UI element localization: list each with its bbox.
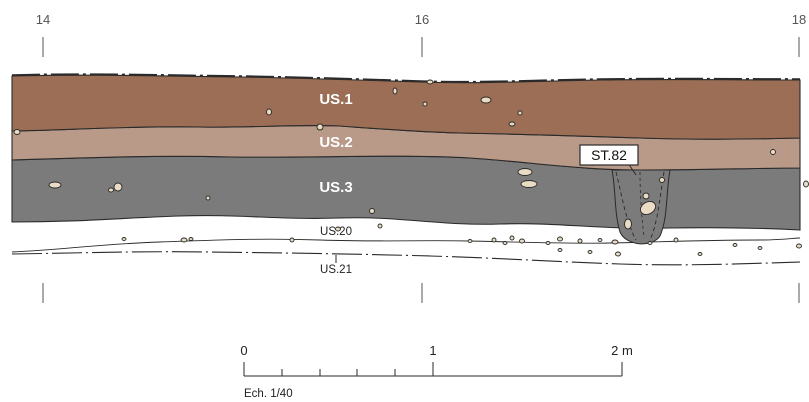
us21-interface-line xyxy=(11,251,801,266)
stone xyxy=(335,226,341,232)
stone xyxy=(491,237,497,243)
stone xyxy=(502,241,508,245)
stone xyxy=(642,192,650,200)
stone xyxy=(188,237,194,241)
st82-pit-hatch-left xyxy=(615,171,637,241)
stone xyxy=(467,239,473,243)
stone xyxy=(577,238,583,244)
stone xyxy=(48,181,62,189)
stone xyxy=(517,110,523,116)
layer-label-us20: US.20 xyxy=(320,226,352,238)
stone xyxy=(732,243,738,247)
stone xyxy=(611,239,619,245)
us20-interface-line xyxy=(11,237,801,253)
grid-label-18: 18 xyxy=(792,12,806,27)
stone xyxy=(266,108,272,116)
stone xyxy=(180,237,188,243)
layer-us1 xyxy=(11,74,801,140)
scale-bar: 0 1 2 m Ech. 1/40 xyxy=(240,343,632,400)
scale-ratio-label: Ech. 1/40 xyxy=(244,388,293,400)
stone xyxy=(545,241,551,245)
stone xyxy=(757,246,763,250)
stone xyxy=(426,79,434,85)
stone xyxy=(647,241,653,245)
stone xyxy=(659,177,665,183)
stone xyxy=(587,250,593,254)
stone xyxy=(673,237,679,243)
stone xyxy=(615,251,621,257)
stone xyxy=(624,218,632,230)
layer-label-us1: US.1 xyxy=(319,91,352,108)
stone xyxy=(557,248,563,252)
st82-label-box xyxy=(579,144,639,166)
stone xyxy=(697,252,703,256)
stone xyxy=(289,237,295,243)
stone xyxy=(796,243,802,249)
stone xyxy=(392,87,398,95)
stone xyxy=(316,123,324,131)
stone xyxy=(121,237,127,241)
stone xyxy=(369,208,375,214)
layer-label-us2: US.2 xyxy=(319,134,352,151)
stone xyxy=(108,187,114,193)
scale-label-1: 1 xyxy=(429,343,436,358)
stone xyxy=(803,180,809,188)
grid-label-14: 14 xyxy=(36,12,50,27)
st82-pit-hatch-mid xyxy=(639,171,645,239)
top-surface-line xyxy=(11,73,801,83)
st82-pit-hatch-right xyxy=(649,171,665,241)
stone xyxy=(517,168,533,176)
stone xyxy=(113,182,123,192)
stone xyxy=(480,96,492,104)
grid-reference: 14 16 18 xyxy=(36,12,806,303)
stone xyxy=(597,238,603,242)
grid-label-16: 16 xyxy=(415,12,429,27)
stone-inclusions xyxy=(13,79,809,257)
stone xyxy=(509,235,515,241)
stone xyxy=(205,195,211,201)
stone xyxy=(377,223,383,229)
stone xyxy=(422,101,428,107)
stone xyxy=(519,238,525,244)
st82-label: ST.82 xyxy=(591,147,627,163)
stone xyxy=(508,121,516,127)
scale-label-0: 0 xyxy=(240,343,247,358)
stone xyxy=(557,236,563,242)
layers xyxy=(11,74,801,231)
stone xyxy=(13,129,21,135)
scale-label-2m: 2 m xyxy=(611,343,633,358)
stone xyxy=(520,180,538,188)
stone xyxy=(770,149,776,155)
layer-label-us21: US.21 xyxy=(320,264,352,276)
layer-label-us3: US.3 xyxy=(319,179,352,196)
stone xyxy=(640,200,656,216)
